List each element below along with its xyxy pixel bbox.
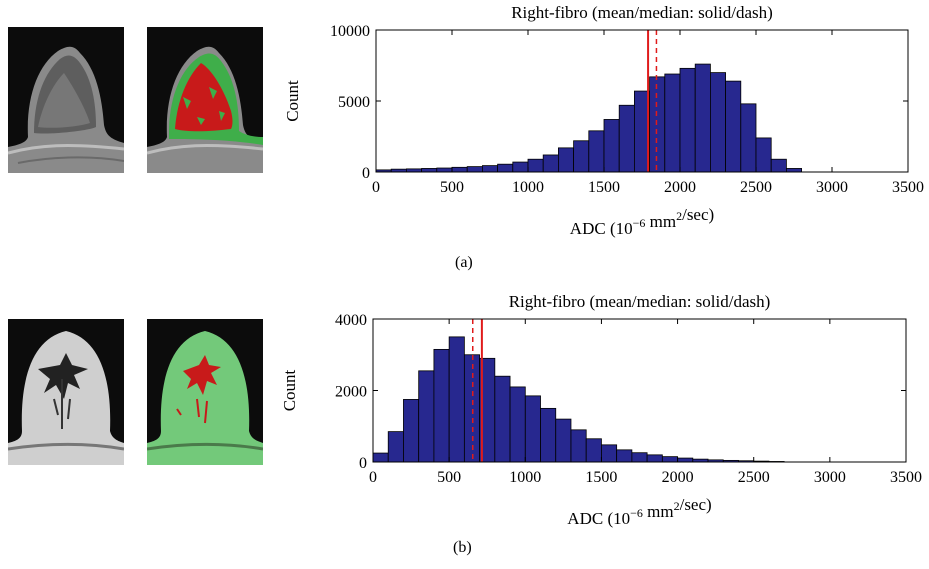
panel-caption-b: (b) xyxy=(453,539,472,556)
histogram-chart-b: 0 500 1000 1500 2000 2500 3000 3500 0 2000 4000 Rig… xyxy=(280,292,922,528)
histogram-bar xyxy=(616,449,633,463)
histogram-bar xyxy=(540,407,557,463)
histogram-bar xyxy=(558,147,575,173)
figure-panel-b: 0 500 1000 1500 2000 2500 3000 3500 0 2000 4000 Rig… xyxy=(0,284,929,569)
chart-title: Right-fibro (mean/median: solid/dash) xyxy=(509,292,771,311)
x-tick-label: 3500 xyxy=(892,179,924,196)
mri-thumbnail-raw-b xyxy=(8,319,124,465)
x-tick-label: 2000 xyxy=(664,179,696,196)
y-tick-label: 2000 xyxy=(335,384,367,401)
histogram-bar xyxy=(497,163,514,173)
x-tick-label: 1500 xyxy=(585,469,617,486)
x-tick-label: 500 xyxy=(437,469,461,486)
histogram-bar xyxy=(481,165,498,173)
chart-title: Right-fibro (mean/median: solid/dash) xyxy=(511,3,773,22)
histogram-bar xyxy=(661,456,678,463)
histogram-bar xyxy=(740,103,757,173)
histogram-bar xyxy=(664,73,681,173)
x-tick-label: 2000 xyxy=(662,469,694,486)
mri-thumbnail-overlay-b xyxy=(147,319,263,465)
y-tick-label: 4000 xyxy=(335,312,367,329)
histogram-bar xyxy=(524,395,541,463)
histogram-bar xyxy=(418,370,435,463)
histogram-bar xyxy=(387,431,404,463)
x-axis-label: ADC (10−6 mm2/sec) xyxy=(567,495,711,528)
x-tick-label: 1000 xyxy=(509,469,541,486)
histogram-bar xyxy=(555,418,572,463)
histogram-bar xyxy=(710,72,727,173)
y-tick-label: 0 xyxy=(359,455,367,472)
y-tick-label: 0 xyxy=(362,165,370,182)
x-tick-label: 3000 xyxy=(816,179,848,196)
y-tick-label: 10000 xyxy=(330,23,370,40)
histogram-bar xyxy=(677,457,694,463)
x-tick-label: 0 xyxy=(372,179,380,196)
x-tick-label: 2500 xyxy=(740,179,772,196)
histogram-bar xyxy=(403,399,420,463)
y-axis-label: Count xyxy=(283,80,302,122)
histogram-bar xyxy=(694,63,711,173)
x-tick-label: 3500 xyxy=(890,469,922,486)
x-tick-label: 3000 xyxy=(814,469,846,486)
histogram-bar xyxy=(770,158,787,173)
histogram-bar xyxy=(463,354,481,463)
histogram-bar xyxy=(542,154,559,173)
histogram-bar xyxy=(755,137,772,173)
x-tick-label: 1500 xyxy=(588,179,620,196)
histogram-bar xyxy=(570,429,587,463)
histogram-bar xyxy=(509,386,526,463)
panel-caption-a: (a) xyxy=(455,254,473,271)
x-tick-label: 500 xyxy=(440,179,464,196)
x-tick-label: 1000 xyxy=(512,179,544,196)
histogram-bar xyxy=(603,119,620,173)
x-tick-label: 2500 xyxy=(738,469,770,486)
y-tick-label: 5000 xyxy=(338,94,370,111)
histogram-bar xyxy=(527,158,544,173)
histogram-bar xyxy=(421,168,438,173)
histogram-bar xyxy=(631,452,648,463)
histogram-bar xyxy=(725,80,742,173)
histogram-chart-a: 0 500 1000 1500 2000 2500 3000 3500 0 5000 10000 Ri… xyxy=(283,3,924,238)
histogram-bar xyxy=(601,444,618,463)
histogram-bar xyxy=(372,452,389,463)
histogram-bar xyxy=(451,166,468,173)
histogram-bar xyxy=(512,161,529,173)
histogram-bar xyxy=(433,348,450,463)
histogram-bar xyxy=(466,166,483,173)
histogram-bar xyxy=(448,336,465,463)
mri-thumbnail-raw-a xyxy=(8,27,124,173)
histogram-bar xyxy=(618,104,635,173)
histogram-bar xyxy=(786,168,803,173)
histogram-bar xyxy=(436,167,453,173)
histogram-bar xyxy=(679,67,696,173)
histogram-bar xyxy=(649,76,666,173)
histogram-bar xyxy=(573,140,590,173)
histogram-bar xyxy=(588,130,605,173)
mri-thumbnail-overlay-a xyxy=(147,27,263,173)
x-axis-label: ADC (10−6 mm2/sec) xyxy=(570,205,714,238)
x-tick-label: 0 xyxy=(369,469,377,486)
y-axis-label: Count xyxy=(280,369,299,411)
histogram-bar xyxy=(646,454,663,463)
histogram-bar xyxy=(585,438,602,463)
figure-panel-a: 0 500 1000 1500 2000 2500 3000 3500 0 5000 10000 Ri… xyxy=(0,0,929,284)
histogram-bar xyxy=(494,375,511,463)
